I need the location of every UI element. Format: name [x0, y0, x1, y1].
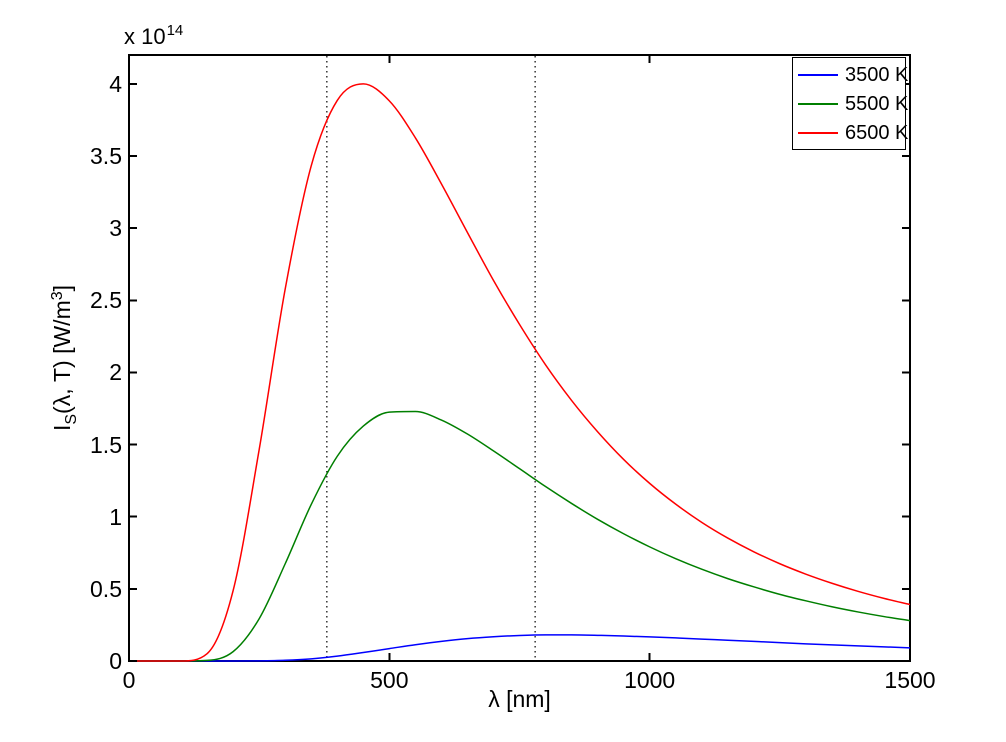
y-tick-label: 3	[109, 215, 122, 242]
legend-line-sample-6500k	[798, 131, 838, 134]
legend-entry: 5500 K	[793, 89, 909, 118]
legend-label: 5500 K	[845, 92, 909, 115]
exponent-power: 14	[166, 22, 184, 39]
x-tick-label: 0	[122, 667, 136, 693]
x-axis-label: λ [nm]	[488, 686, 551, 712]
curve-5500k	[129, 410, 911, 662]
y-tick-label: 2.5	[90, 287, 122, 314]
legend-line-sample-3500k	[798, 73, 838, 76]
curves-group	[129, 83, 911, 662]
x-tick-label: 500	[370, 667, 409, 693]
legend-label: 3500 K	[845, 63, 909, 86]
y-tick-label: 1.5	[90, 431, 122, 458]
curve-6500k	[129, 83, 911, 662]
curve-3500k	[129, 634, 911, 662]
legend: 3500 K 5500 K 6500 K	[792, 57, 909, 150]
x-tick-label: 1000	[624, 667, 676, 693]
dotted-vlines-group	[326, 56, 536, 660]
y-tick-label: 2	[109, 359, 122, 386]
ticks-group	[128, 55, 911, 662]
y-tick-label: 4	[109, 70, 122, 97]
legend-line-sample-5500k	[798, 102, 838, 105]
plot-box	[128, 54, 911, 662]
y-tick-label: 0	[109, 648, 122, 674]
y-tick-label: 0.5	[90, 575, 122, 602]
y-tick-label: 1	[109, 503, 122, 530]
exponent-base: x 10	[124, 24, 166, 49]
y-tick-label: 3.5	[90, 143, 122, 169]
y-axis-exponent-label: x 1014	[124, 22, 183, 51]
legend-entry: 3500 K	[793, 60, 909, 89]
legend-entry: 6500 K	[793, 118, 909, 147]
x-tick-label: 1500	[884, 667, 936, 693]
legend-label: 6500 K	[845, 121, 909, 144]
y-axis-label: IS(λ, T) [W/m3]	[49, 284, 80, 432]
